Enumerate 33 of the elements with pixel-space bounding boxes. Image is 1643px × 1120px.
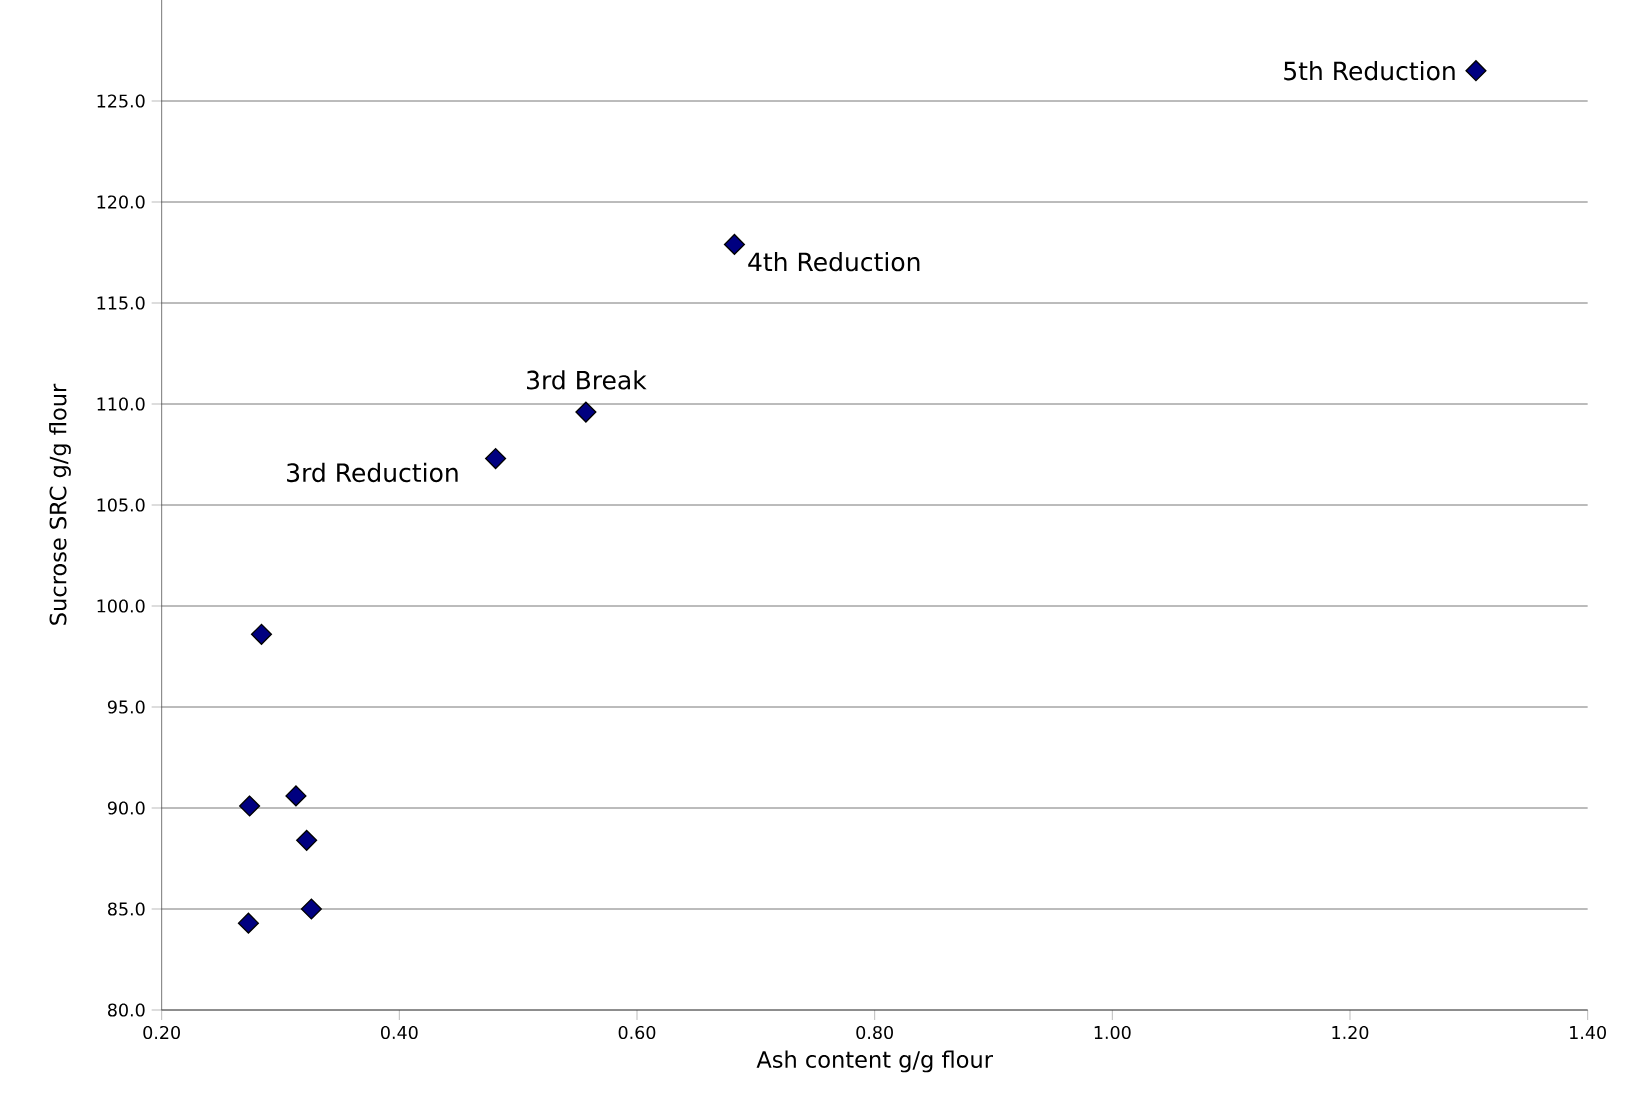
x-tick-label: 0.40: [381, 1025, 418, 1040]
point: [1465, 60, 1487, 82]
y-tick-label: 125.0: [97, 94, 145, 108]
annotation: 3rd Reduction: [287, 462, 458, 483]
y-tick-label: 80.0: [107, 1003, 145, 1017]
point: [296, 829, 318, 851]
x-tick-label: 1.20: [1332, 1025, 1369, 1040]
x-tick-label: 0.80: [856, 1025, 893, 1040]
y-tick-label: 90.0: [107, 801, 145, 815]
point: [239, 795, 261, 817]
x-tick-label: 1.40: [1570, 1025, 1606, 1040]
point: [285, 785, 307, 807]
point: [250, 623, 273, 645]
annotation: 3rd Break: [527, 370, 647, 390]
annotation: 5th Reduction: [1284, 61, 1455, 81]
x-tick-label: 0.60: [618, 1025, 656, 1040]
point: [575, 401, 597, 423]
point: [300, 898, 322, 920]
x-tick-label: 1.00: [1094, 1025, 1131, 1040]
x-tick-label: 0.20: [143, 1025, 180, 1040]
y-tick-label: 120.0: [97, 195, 145, 209]
y-axis-title: Sucrose SRC g/g flour: [49, 383, 71, 625]
y-tick-label: 100.0: [97, 599, 145, 613]
point: [237, 912, 259, 934]
point: [723, 233, 746, 255]
y-tick-label: 85.0: [107, 902, 145, 916]
y-tick-label: 105.0: [97, 498, 145, 512]
x-axis-title: Ash content g/g flour: [756, 1050, 993, 1073]
y-tick-label: 115.0: [97, 296, 145, 310]
y-tick-label: 110.0: [97, 397, 145, 411]
point: [485, 447, 507, 470]
annotation: 4th Reduction: [748, 252, 920, 272]
y-tick-label: 95.0: [107, 700, 145, 714]
